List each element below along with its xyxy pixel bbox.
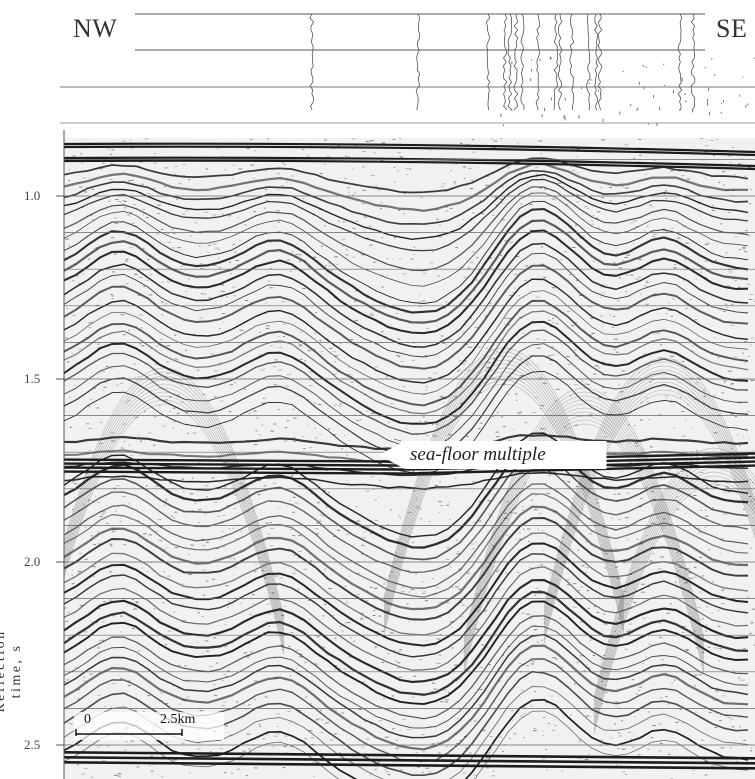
callout-text: sea-floor multiple <box>410 444 546 465</box>
scale-bar: 0 2.5km <box>74 712 224 740</box>
shot-trace-strip <box>60 13 755 127</box>
scale-bar-end-label: 2.5km <box>160 712 196 727</box>
scale-bar-start-label: 0 <box>84 712 91 727</box>
y-axis-title: Reflection time, s <box>0 629 24 713</box>
y-tick-label: 2.5 <box>24 737 41 752</box>
sea-floor-multiple-callout: sea-floor multiple <box>380 441 612 469</box>
seismic-section <box>64 138 755 779</box>
y-tick-label: 2.0 <box>24 554 41 569</box>
direction-label-se: SE <box>716 14 748 43</box>
y-tick-label: 1.0 <box>24 188 41 203</box>
direction-label-nw: NW <box>73 14 118 43</box>
y-tick-label: 1.5 <box>24 371 41 386</box>
y-axis: 1.0 1.5 2.0 2.5 <box>0 130 66 779</box>
